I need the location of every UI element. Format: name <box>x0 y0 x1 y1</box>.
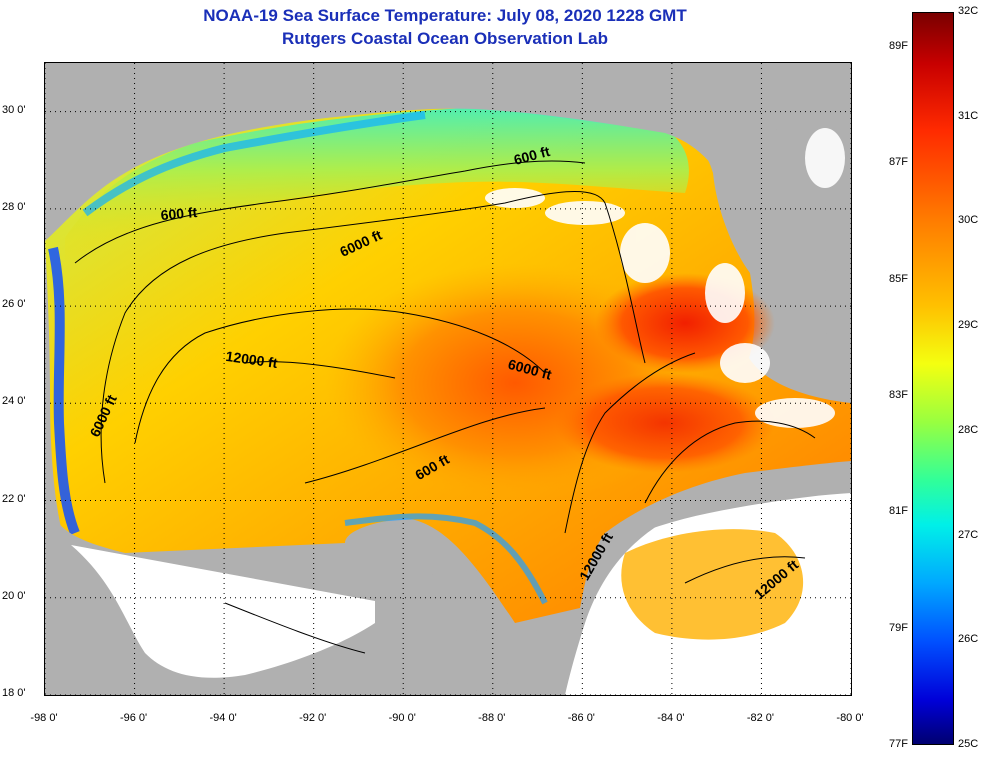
colorbar-fahrenheit-label: 81F <box>889 505 908 518</box>
temperature-colorbar <box>912 12 954 745</box>
colorbar-celsius-label: 30C <box>958 214 979 227</box>
map-subtitle: Rutgers Coastal Ocean Observation Lab <box>282 29 608 48</box>
sst-map[interactable]: 600 ft 600 ft 6000 ft 12000 ft 6000 ft 6000 f… <box>44 62 852 696</box>
coastal-cool-west <box>48 246 80 535</box>
longitude-tick-label: -84 0' <box>657 712 685 724</box>
colorbar-celsius-label: 25C <box>958 738 979 750</box>
longitude-tick-label: -82 0' <box>746 712 775 724</box>
caribbean-warm <box>621 529 804 640</box>
graticule <box>45 63 851 695</box>
longitude-tick-label: -90 0' <box>388 712 416 724</box>
longitude-tick-label: -92 0' <box>299 712 327 724</box>
warm-straits <box>555 373 775 473</box>
colorbar-fahrenheit-label: 85F <box>889 272 908 285</box>
colorbar-celsius-label: 26C <box>958 633 979 646</box>
longitude-tick-label: -94 0' <box>209 712 237 724</box>
land-cuba <box>605 461 851 541</box>
latitude-tick-label: 20 0' <box>2 589 26 602</box>
contour-label: 12000 ft <box>225 348 279 371</box>
latitude-tick-label: 24 0' <box>2 395 26 408</box>
longitude-tick-label: -98 0' <box>30 712 58 724</box>
longitude-tick-label: -88 0' <box>478 712 506 724</box>
colorbar-celsius-label: 32C <box>958 5 979 17</box>
contour-label: 600 ft <box>160 204 198 223</box>
bathymetry-contours <box>74 160 816 654</box>
colorbar-celsius-label: 29C <box>958 319 979 332</box>
latitude-tick-label: 26 0' <box>2 298 26 311</box>
colorbar-celsius-label: 27C <box>958 528 979 541</box>
latitude-tick-label: 18 0' <box>2 687 26 699</box>
coastal-cool-north <box>82 111 426 217</box>
longitude-tick-label: -80 0' <box>836 712 864 724</box>
land-us <box>45 63 851 337</box>
colorbar-fahrenheit-label: 89F <box>889 39 908 52</box>
cloud-patches <box>485 128 845 428</box>
cloud-yucatan <box>71 545 375 678</box>
colorbar-celsius-label: 31C <box>958 109 979 122</box>
longitude-tick-label: -96 0' <box>119 712 148 724</box>
colorbar-fahrenheit-label: 83F <box>889 388 908 401</box>
latitude-tick-label: 30 0' <box>2 103 26 116</box>
latitude-tick-label: 28 0' <box>2 200 26 213</box>
map-title: NOAA-19 Sea Surface Temperature: July 08… <box>203 6 687 25</box>
coastal-cool-yucatan <box>344 513 548 605</box>
colorbar-fahrenheit-label: 87F <box>889 156 908 169</box>
colorbar-fahrenheit-label: 77F <box>889 738 908 750</box>
latitude-tick-label: 22 0' <box>2 492 26 505</box>
colorbar-fahrenheit-label: 79F <box>889 621 908 634</box>
colorbar-celsius-label: 28C <box>958 423 979 436</box>
longitude-tick-label: -86 0' <box>567 712 595 724</box>
